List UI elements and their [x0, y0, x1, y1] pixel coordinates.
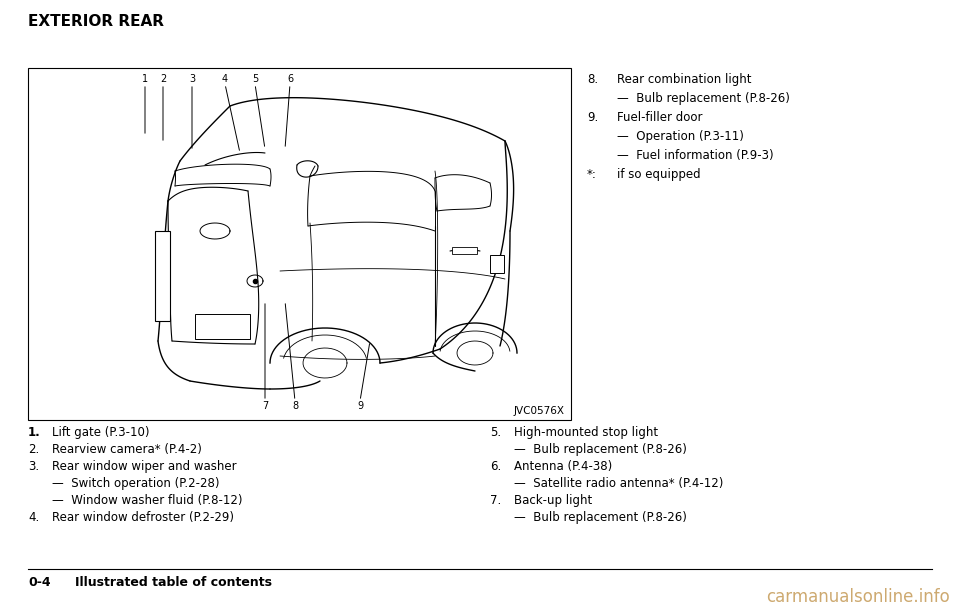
Bar	[195, 314, 250, 339]
Text: 6.: 6.	[490, 460, 501, 473]
Text: 0-4: 0-4	[28, 576, 51, 589]
Text: 7: 7	[262, 401, 268, 411]
Text: if so equipped: if so equipped	[617, 168, 701, 181]
Text: 1: 1	[142, 74, 148, 84]
Text: 9.: 9.	[587, 111, 598, 124]
Text: 8: 8	[292, 401, 298, 411]
Text: 2.: 2.	[28, 443, 39, 456]
Text: 9: 9	[357, 401, 363, 411]
Text: —  Bulb replacement (P.8-26): — Bulb replacement (P.8-26)	[617, 92, 790, 105]
Text: —  Fuel information (P.9-3): — Fuel information (P.9-3)	[617, 149, 774, 162]
Text: 6: 6	[287, 74, 293, 84]
Text: 7.: 7.	[490, 494, 501, 507]
Text: 5.: 5.	[490, 426, 501, 439]
Text: 3: 3	[189, 74, 195, 84]
Text: Rear window wiper and washer: Rear window wiper and washer	[52, 460, 236, 473]
Text: Rear combination light: Rear combination light	[617, 73, 752, 86]
Text: —  Window washer fluid (P.8-12): — Window washer fluid (P.8-12)	[52, 494, 243, 507]
Text: JVC0576X: JVC0576X	[514, 406, 565, 416]
Text: High-mounted stop light: High-mounted stop light	[514, 426, 659, 439]
Text: 4: 4	[222, 74, 228, 84]
Bar	[155, 231, 170, 321]
Text: EXTERIOR REAR: EXTERIOR REAR	[28, 14, 164, 29]
Bar	[490, 255, 504, 273]
Text: Fuel-filler door: Fuel-filler door	[617, 111, 703, 124]
Text: —  Bulb replacement (P.8-26): — Bulb replacement (P.8-26)	[514, 511, 686, 524]
Text: 1.: 1.	[28, 426, 40, 439]
Text: —  Bulb replacement (P.8-26): — Bulb replacement (P.8-26)	[514, 443, 686, 456]
Text: Rearview camera* (P.4-2): Rearview camera* (P.4-2)	[52, 443, 202, 456]
Bar	[28, 68, 571, 420]
Text: 5: 5	[252, 74, 258, 84]
Text: Rear window defroster (P.2-29): Rear window defroster (P.2-29)	[52, 511, 234, 524]
Text: —  Satellite radio antenna* (P.4-12): — Satellite radio antenna* (P.4-12)	[514, 477, 724, 490]
Text: 8.: 8.	[587, 73, 598, 86]
Text: carmanualsonline.info: carmanualsonline.info	[766, 588, 950, 606]
Text: Back-up light: Back-up light	[514, 494, 592, 507]
Text: 4.: 4.	[28, 511, 39, 524]
Bar	[452, 247, 477, 254]
Text: Antenna (P.4-38): Antenna (P.4-38)	[514, 460, 612, 473]
Text: *:: *:	[587, 168, 597, 181]
Text: —  Switch operation (P.2-28): — Switch operation (P.2-28)	[52, 477, 220, 490]
Text: Lift gate (P.3-10): Lift gate (P.3-10)	[52, 426, 150, 439]
Text: —  Operation (P.3-11): — Operation (P.3-11)	[617, 130, 744, 143]
Text: Illustrated table of contents: Illustrated table of contents	[75, 576, 272, 589]
Text: 2: 2	[160, 74, 166, 84]
Text: 3.: 3.	[28, 460, 39, 473]
